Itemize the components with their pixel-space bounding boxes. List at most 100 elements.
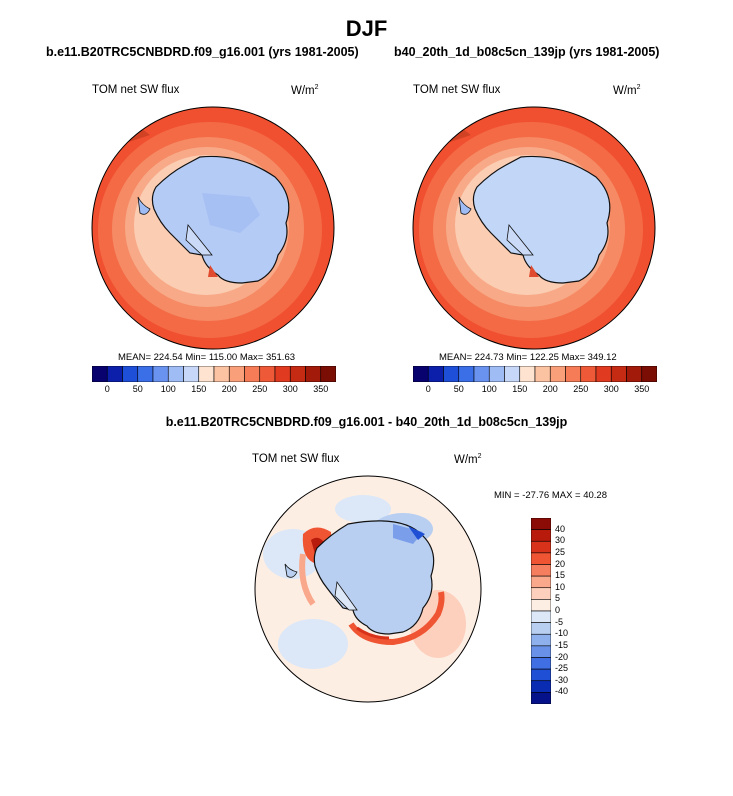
right-colorbar-swatch bbox=[443, 366, 460, 382]
difference-colorbar-swatch bbox=[531, 645, 551, 658]
difference-colorbar-tick: 30 bbox=[555, 535, 566, 546]
difference-colorbar-tick: -5 bbox=[555, 616, 564, 627]
difference-colorbar-swatch bbox=[531, 657, 551, 670]
right-colorbar bbox=[413, 366, 657, 382]
difference-colorbar-tick: 20 bbox=[555, 558, 566, 569]
left-colorbar-swatch bbox=[122, 366, 139, 382]
left-colorbar-swatch bbox=[167, 366, 184, 382]
left-colorbar-swatch bbox=[305, 366, 322, 382]
left-colorbar-labels: 0 50 100 150 200 250 300 350 bbox=[92, 384, 336, 398]
difference-colorbar-swatch bbox=[531, 552, 551, 565]
left-colorbar-tick: 150 bbox=[191, 384, 207, 394]
right-colorbar-swatch bbox=[549, 366, 566, 382]
right-colorbar-tick: 300 bbox=[603, 384, 619, 394]
left-colorbar-swatch bbox=[137, 366, 154, 382]
left-colorbar-swatch bbox=[289, 366, 306, 382]
right-variable-label: TOM net SW flux bbox=[413, 84, 501, 96]
right-colorbar-swatch bbox=[626, 366, 643, 382]
right-colorbar-swatch bbox=[473, 366, 490, 382]
left-colorbar-swatch bbox=[228, 366, 245, 382]
left-case-title: b.e11.B20TRC5CNBDRD.f09_g16.001 (yrs 198… bbox=[46, 45, 359, 59]
right-units-label: W/m2 bbox=[613, 84, 641, 97]
difference-colorbar-swatch bbox=[531, 610, 551, 623]
left-colorbar-tick: 350 bbox=[313, 384, 329, 394]
difference-variable-label: TOM net SW flux bbox=[252, 453, 340, 465]
left-units-label: W/m2 bbox=[291, 84, 319, 97]
left-colorbar-swatch bbox=[259, 366, 276, 382]
left-colorbar-tick: 300 bbox=[282, 384, 298, 394]
difference-colorbar-swatch bbox=[531, 518, 551, 530]
left-stats: MEAN= 224.54 Min= 115.00 Max= 351.63 bbox=[118, 352, 296, 363]
right-colorbar-swatch bbox=[580, 366, 597, 382]
difference-colorbar-tick: -25 bbox=[555, 663, 569, 674]
right-colorbar-tick: 150 bbox=[512, 384, 528, 394]
difference-colorbar-swatch bbox=[531, 633, 551, 647]
right-colorbar-swatch bbox=[610, 366, 627, 382]
difference-colorbar-swatch bbox=[531, 599, 551, 612]
left-colorbar-swatch bbox=[320, 366, 336, 382]
right-colorbar-swatch bbox=[519, 366, 536, 382]
right-colorbar-swatch bbox=[641, 366, 657, 382]
left-colorbar-tick: 100 bbox=[160, 384, 176, 394]
left-polar-map bbox=[91, 106, 335, 350]
left-variable-label: TOM net SW flux bbox=[92, 84, 180, 96]
right-case-title: b40_20th_1d_b08c5cn_139jp (yrs 1981-2005… bbox=[394, 45, 660, 59]
difference-colorbar-labels: 40 30 25 20 15 10 5 0 -5 -10 -15 -20 -25 -30 -40 bbox=[555, 518, 595, 704]
right-stats: MEAN= 224.73 Min= 122.25 Max= 349.12 bbox=[439, 352, 617, 363]
right-colorbar-swatch bbox=[595, 366, 612, 382]
right-colorbar-tick: 350 bbox=[634, 384, 650, 394]
right-colorbar-tick: 50 bbox=[453, 384, 464, 394]
difference-title: b.e11.B20TRC5CNBDRD.f09_g16.001 - b40_20… bbox=[165, 415, 568, 429]
right-colorbar-tick: 200 bbox=[542, 384, 558, 394]
difference-colorbar-swatch bbox=[531, 692, 551, 704]
left-colorbar-swatch bbox=[183, 366, 200, 382]
right-colorbar-swatch bbox=[504, 366, 521, 382]
difference-colorbar-tick: 0 bbox=[555, 605, 561, 615]
right-colorbar-swatch bbox=[427, 366, 444, 382]
left-colorbar-tick: 50 bbox=[132, 384, 143, 394]
left-colorbar-tick: 0 bbox=[104, 384, 110, 394]
left-colorbar-tick: 250 bbox=[252, 384, 268, 394]
difference-colorbar-tick: 5 bbox=[555, 593, 561, 604]
difference-colorbar-swatch bbox=[531, 622, 551, 635]
right-polar-map bbox=[412, 106, 656, 350]
difference-colorbar-tick: 15 bbox=[555, 570, 566, 581]
left-colorbar-swatch bbox=[244, 366, 261, 382]
left-colorbar-swatch bbox=[213, 366, 230, 382]
right-colorbar-swatch bbox=[458, 366, 475, 382]
difference-colorbar-swatch bbox=[531, 680, 551, 693]
right-colorbar-tick: 0 bbox=[425, 384, 431, 394]
right-colorbar-tick: 100 bbox=[481, 384, 497, 394]
difference-colorbar-tick: 10 bbox=[555, 581, 566, 592]
left-colorbar-swatch bbox=[274, 366, 291, 382]
left-colorbar-swatch bbox=[152, 366, 169, 382]
difference-polar-map bbox=[254, 475, 482, 703]
difference-colorbar-tick: -15 bbox=[555, 639, 569, 650]
difference-colorbar-swatch bbox=[531, 575, 551, 589]
difference-colorbar bbox=[531, 518, 551, 704]
difference-colorbar-tick: 40 bbox=[555, 523, 566, 534]
difference-colorbar-swatch bbox=[531, 529, 551, 542]
left-colorbar-swatch bbox=[92, 366, 108, 382]
difference-colorbar-swatch bbox=[531, 540, 551, 554]
season-title: DJF bbox=[345, 16, 388, 41]
left-colorbar-tick: 200 bbox=[221, 384, 237, 394]
right-colorbar-labels: 0 50 100 150 200 250 300 350 bbox=[413, 384, 657, 398]
right-colorbar-tick: 250 bbox=[573, 384, 589, 394]
right-colorbar-swatch bbox=[413, 366, 429, 382]
left-colorbar-swatch bbox=[198, 366, 215, 382]
difference-colorbar-tick: -40 bbox=[555, 686, 569, 697]
right-colorbar-swatch bbox=[565, 366, 582, 382]
right-colorbar-swatch bbox=[488, 366, 505, 382]
left-colorbar bbox=[92, 366, 336, 382]
difference-colorbar-tick: 25 bbox=[555, 546, 566, 557]
difference-colorbar-tick: -30 bbox=[555, 674, 569, 685]
difference-minmax: MIN = -27.76 MAX = 40.28 bbox=[494, 490, 608, 501]
difference-units-label: W/m2 bbox=[454, 453, 482, 466]
difference-colorbar-tick: -10 bbox=[555, 628, 569, 639]
difference-colorbar-swatch bbox=[531, 564, 551, 577]
right-colorbar-swatch bbox=[534, 366, 551, 382]
difference-colorbar-swatch bbox=[531, 587, 551, 600]
difference-colorbar-tick: -20 bbox=[555, 651, 569, 662]
left-colorbar-swatch bbox=[106, 366, 123, 382]
